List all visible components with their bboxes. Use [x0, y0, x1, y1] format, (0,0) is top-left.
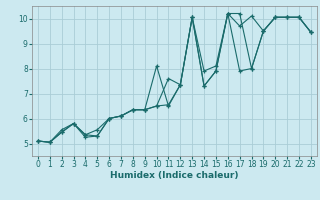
X-axis label: Humidex (Indice chaleur): Humidex (Indice chaleur): [110, 171, 239, 180]
